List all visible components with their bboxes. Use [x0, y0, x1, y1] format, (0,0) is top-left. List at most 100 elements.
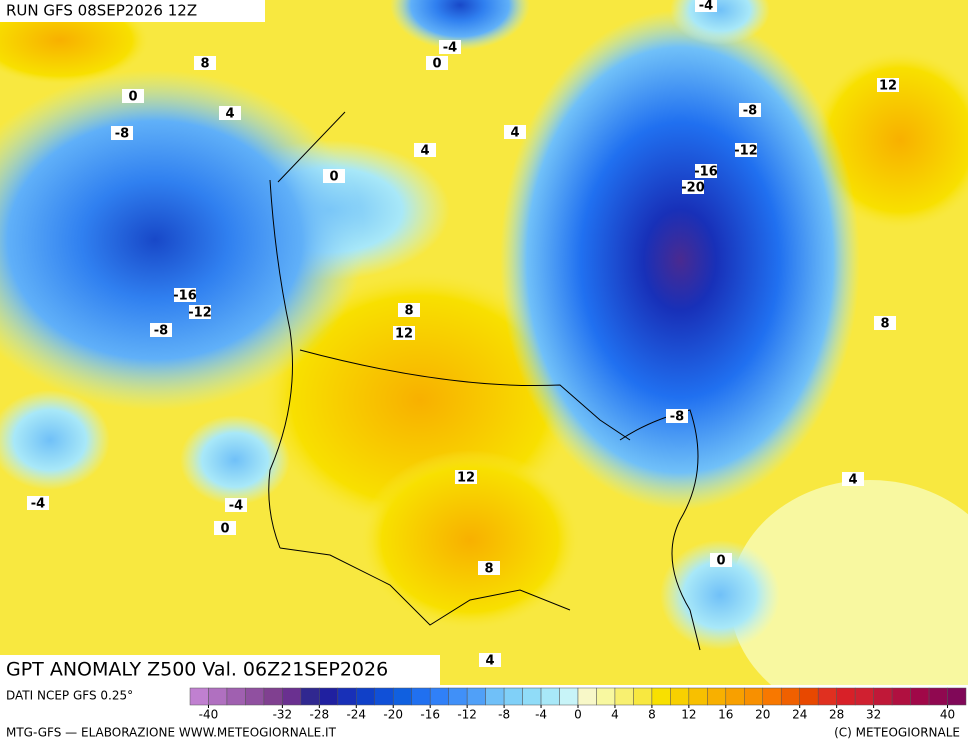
- tick-label: -16: [420, 708, 440, 722]
- contour-label: -4: [229, 499, 243, 514]
- label-bg: [710, 553, 732, 567]
- color-swatch: [263, 687, 283, 706]
- color-swatch: [189, 687, 209, 706]
- contour-label: -12: [188, 306, 212, 321]
- tick-label: -28: [310, 708, 330, 722]
- color-swatch: [245, 687, 265, 706]
- tick-label: 4: [611, 708, 619, 722]
- label-bg: [504, 125, 526, 139]
- label-bg: [478, 561, 500, 575]
- color-swatch: [485, 687, 505, 706]
- color-swatch: [559, 687, 579, 706]
- label-bg: [398, 303, 420, 317]
- color-swatch: [744, 687, 764, 706]
- tick-label: -12: [457, 708, 477, 722]
- color-swatch: [208, 687, 228, 706]
- tick-label: 40: [940, 708, 955, 722]
- label-bg: [735, 143, 757, 157]
- label-bg: [414, 143, 436, 157]
- header-box: [0, 0, 265, 22]
- contour-label: 8: [200, 57, 209, 72]
- label-bg: [111, 126, 133, 140]
- map-field: [0, 0, 968, 720]
- color-swatch: [910, 687, 930, 706]
- label-bg: [214, 521, 236, 535]
- label-bg: [426, 56, 448, 70]
- tick-label: 32: [866, 708, 881, 722]
- label-bg: [393, 326, 415, 340]
- color-swatch: [707, 687, 727, 706]
- label-bg: [877, 78, 899, 92]
- color-swatch: [503, 687, 523, 706]
- label-bg: [225, 498, 247, 512]
- label-bg: [194, 56, 216, 70]
- color-swatch: [374, 687, 394, 706]
- contour-label: 12: [457, 471, 475, 486]
- label-bg: [695, 164, 717, 178]
- color-swatch: [337, 687, 357, 706]
- color-swatch: [651, 687, 671, 706]
- color-swatch: [762, 687, 782, 706]
- contour-label: -4: [31, 497, 45, 512]
- color-swatch: [670, 687, 690, 706]
- label-bg: [455, 470, 477, 484]
- map-title: GPT ANOMALY Z500 Val. 06Z21SEP2026: [6, 659, 388, 681]
- tick-label: -24: [346, 708, 366, 722]
- label-bg: [122, 89, 144, 103]
- run-label: RUN GFS 08SEP2026 12Z: [6, 2, 197, 20]
- tick-label: 12: [681, 708, 696, 722]
- contour-label: 4: [225, 107, 234, 122]
- contour-label: 8: [880, 317, 889, 332]
- borders: [268, 111, 701, 651]
- tick-label: 20: [755, 708, 770, 722]
- color-swatch: [356, 687, 376, 706]
- title-box: [0, 655, 440, 685]
- contour-label: -4: [699, 0, 713, 14]
- contour-label: 8: [484, 562, 493, 577]
- color-swatch: [891, 687, 911, 706]
- tick-label: -20: [383, 708, 403, 722]
- color-swatch: [540, 687, 560, 706]
- label-bg: [739, 103, 761, 117]
- color-swatch: [854, 687, 874, 706]
- contour-label: 0: [329, 170, 338, 185]
- color-swatch: [522, 687, 542, 706]
- tick-label: 8: [648, 708, 656, 722]
- color-swatch: [947, 687, 967, 706]
- color-swatch: [319, 687, 339, 706]
- contour-label: 12: [879, 79, 897, 94]
- contour-label: 0: [128, 90, 137, 105]
- color-swatch: [429, 687, 449, 706]
- contour-label: -4: [443, 41, 457, 56]
- contour-labels: 804-840-404-412-8-12-16-20-16-12-88128-8…: [27, 0, 899, 669]
- label-bg: [842, 472, 864, 486]
- label-bg: [150, 323, 172, 337]
- color-swatch: [596, 687, 616, 706]
- contour-label: 12: [395, 327, 413, 342]
- contour-label: -8: [154, 324, 168, 339]
- contour-label: -8: [743, 104, 757, 119]
- color-swatch: [282, 687, 302, 706]
- label-bg: [323, 169, 345, 183]
- contour-label: 4: [485, 654, 494, 669]
- tick-label: 0: [574, 708, 582, 722]
- credit: MTG-GFS — ELABORAZIONE WWW.METEOGIORNALE…: [6, 726, 337, 740]
- color-swatch: [411, 687, 431, 706]
- color-swatch: [817, 687, 837, 706]
- contour-label: 4: [848, 473, 857, 488]
- color-swatch: [873, 687, 893, 706]
- contour-label: -8: [670, 410, 684, 425]
- contour-label: 0: [716, 554, 725, 569]
- contour-label: 0: [220, 522, 229, 537]
- contour-label: -16: [694, 165, 718, 180]
- color-swatch: [577, 687, 597, 706]
- color-swatch: [836, 687, 856, 706]
- label-bg: [479, 653, 501, 667]
- label-bg: [439, 40, 461, 54]
- contour-label: 4: [510, 126, 519, 141]
- color-swatch: [392, 687, 412, 706]
- color-swatch: [928, 687, 948, 706]
- contour-label: -20: [681, 181, 705, 196]
